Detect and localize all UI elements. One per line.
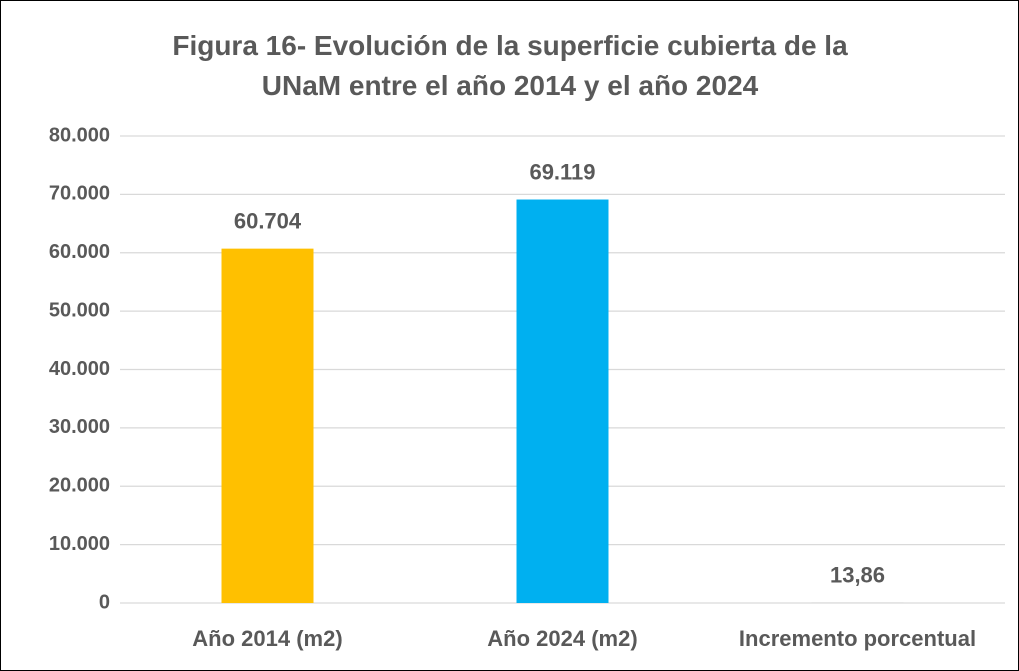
x-tick-label: Año 2024 (m2) [487,626,637,651]
y-tick-label: 70.000 [49,183,110,205]
x-tick-label: Año 2014 (m2) [192,626,342,651]
bar [221,248,314,604]
y-tick-label: 10.000 [49,533,110,555]
x-tick-label: Incremento porcentual [739,626,976,651]
y-tick-label: 20.000 [49,475,110,497]
data-label: 13,86 [830,563,885,588]
data-label: 60.704 [234,208,302,233]
bar [516,199,609,604]
data-label: 69.119 [529,159,595,184]
y-tick-label: 80.000 [49,124,110,146]
y-tick-label: 40.000 [49,358,110,380]
y-tick-label: 0 [99,591,110,613]
y-tick-label: 30.000 [49,416,110,438]
y-tick-label: 50.000 [49,299,110,321]
y-tick-label: 60.000 [49,241,110,263]
chart-title: Figura 16- Evolución de la superficie cu… [172,30,848,101]
